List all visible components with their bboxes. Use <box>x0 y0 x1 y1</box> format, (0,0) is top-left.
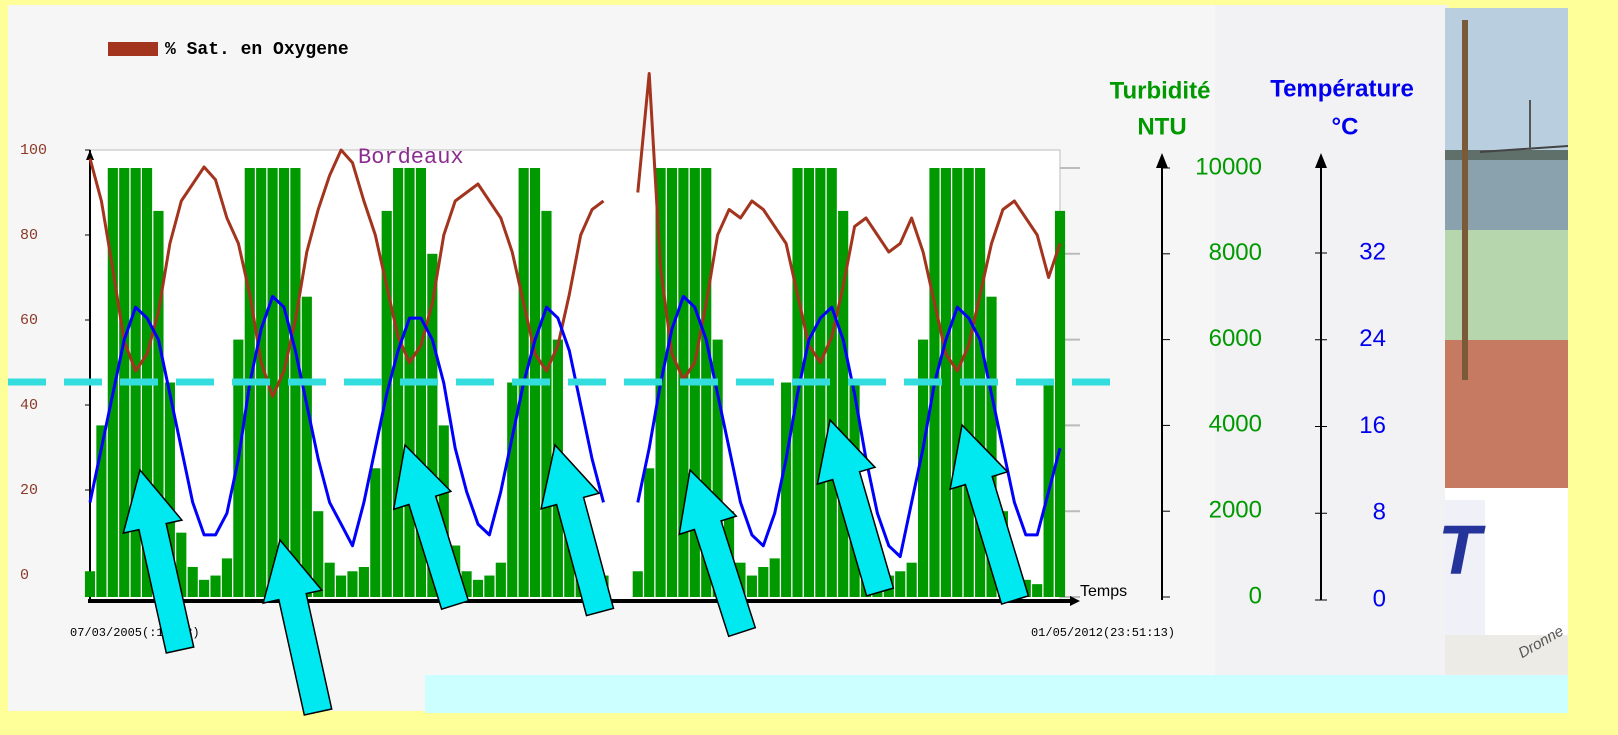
bar <box>541 211 551 597</box>
y-tick-label: 80 <box>20 227 38 244</box>
bar <box>781 383 791 598</box>
bar <box>347 571 357 597</box>
bar <box>359 567 369 597</box>
x-tick-label: 01/05/2012(23:51:13) <box>1031 626 1175 640</box>
bar <box>667 168 677 597</box>
photo-post <box>1462 20 1468 380</box>
bar <box>222 558 232 597</box>
bar <box>336 576 346 597</box>
bar <box>633 571 643 597</box>
y3-tick-label: 0 <box>1373 585 1386 612</box>
y2-tick-label: 8000 <box>1209 239 1262 266</box>
bar <box>907 563 917 597</box>
bar <box>210 576 220 597</box>
y-tick-label: 40 <box>20 397 38 414</box>
bar <box>188 567 198 597</box>
y3-tick-label: 8 <box>1373 499 1386 526</box>
y3-tick-label: 24 <box>1359 325 1386 352</box>
bar <box>85 571 95 597</box>
y2-tick-label: 4000 <box>1209 411 1262 438</box>
bar <box>302 297 312 597</box>
annotation: Bordeaux <box>358 145 464 170</box>
bar <box>1032 584 1042 597</box>
bar <box>473 580 483 597</box>
bar <box>770 558 780 597</box>
x-axis-label: Temps <box>1080 583 1127 600</box>
page: {"chart_data": { "type": "line", "annota… <box>0 0 1618 735</box>
y2-tick-label: 10000 <box>1195 153 1262 180</box>
legend-label: % Sat. en Oxygene <box>165 40 349 60</box>
slide: T Dronne Bordeaux Temps Turbidité NTU Te… <box>0 0 1618 735</box>
bar <box>758 567 768 597</box>
bar <box>496 563 506 597</box>
y2-tick-label: 0 <box>1249 582 1262 609</box>
y2-tick-label: 2000 <box>1209 497 1262 524</box>
bar <box>199 580 209 597</box>
logo-text: T <box>1438 510 1486 588</box>
bar <box>747 576 757 597</box>
caption-box <box>425 675 1568 713</box>
legend-swatch <box>108 42 158 56</box>
y3-axis-title: °C <box>1332 113 1359 140</box>
y3-tick-label: 32 <box>1359 238 1386 265</box>
y-tick-label: 20 <box>20 482 38 499</box>
bar <box>895 571 905 597</box>
y2-tick-label: 6000 <box>1209 325 1262 352</box>
y-tick-label: 0 <box>20 567 29 584</box>
bar <box>644 468 654 597</box>
y-tick-label: 100 <box>20 142 47 159</box>
y3-axis-title: Température <box>1270 75 1414 102</box>
bar <box>941 168 951 597</box>
y2-axis-title: NTU <box>1137 113 1186 140</box>
photo: T Dronne <box>1438 8 1568 680</box>
bar <box>1055 211 1065 597</box>
bar <box>370 468 380 597</box>
y3-tick-label: 16 <box>1359 412 1386 439</box>
bar <box>484 576 494 597</box>
y2-axis-title: Turbidité <box>1110 77 1211 104</box>
bar <box>233 340 243 597</box>
y-tick-label: 60 <box>20 312 38 329</box>
bar <box>325 563 335 597</box>
